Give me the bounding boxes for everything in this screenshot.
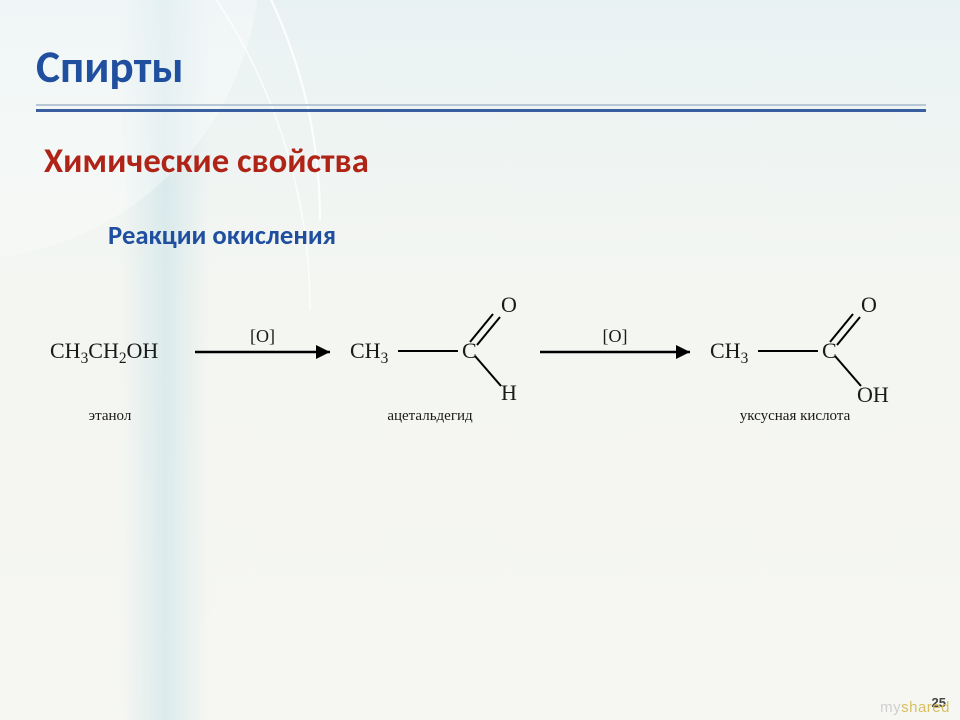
svg-text:этанол: этанол (89, 408, 132, 424)
slide-title: Спирты (36, 40, 184, 95)
svg-text:C: C (462, 338, 477, 363)
watermark-part1: my (880, 699, 901, 716)
svg-text:O: O (861, 292, 877, 317)
svg-text:ацетальдегид: ацетальдегид (387, 408, 473, 424)
svg-text:CH3: CH3 (350, 338, 389, 367)
slide-subtitle: Химические свойства (44, 140, 369, 182)
slide-subhead: Реакции окисления (108, 220, 336, 252)
svg-text:C: C (822, 338, 837, 363)
svg-text:[О]: [О] (250, 326, 275, 346)
title-underline (36, 104, 926, 112)
slide-root: Спирты Химические свойства Реакции окисл… (0, 0, 960, 720)
svg-text:CH3: CH3 (710, 338, 749, 367)
svg-text:[О]: [О] (602, 326, 627, 346)
svg-text:O: O (501, 292, 517, 317)
svg-text:CH3CH2OH: CH3CH2OH (50, 338, 158, 367)
watermark-part2: shared (901, 699, 950, 716)
reaction-scheme: CH3CH2OHэтанол[О]CH3COHацетальдегид[О]CH… (30, 280, 930, 450)
watermark: myshared (880, 699, 950, 716)
svg-text:H: H (501, 380, 517, 405)
svg-text:OH: OH (857, 382, 889, 407)
svg-text:уксусная кислота: уксусная кислота (740, 408, 851, 424)
